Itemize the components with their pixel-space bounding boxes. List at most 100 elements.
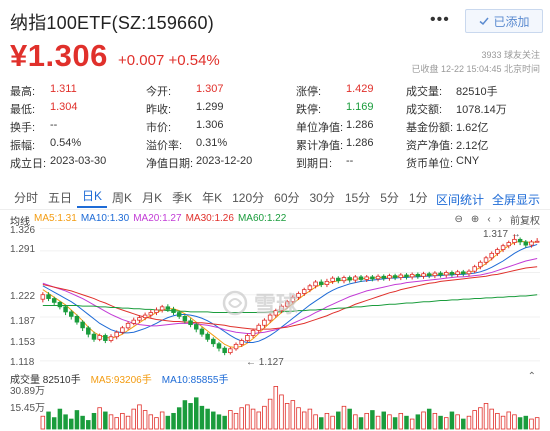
tab-period[interactable]: 日K (77, 187, 108, 208)
zoom-out-icon[interactable]: ⊖ (454, 214, 463, 225)
candle-body (489, 252, 494, 259)
volume-bar (432, 412, 438, 430)
tab-period[interactable]: 分时 (14, 191, 39, 205)
volume-bar (387, 414, 392, 430)
more-icon[interactable]: ••• (430, 11, 450, 28)
candle-body (250, 329, 256, 336)
tab-period[interactable]: 1分 (408, 191, 428, 205)
quote-label: 单位净值: (296, 122, 344, 134)
volume-bar (489, 408, 494, 430)
candle-body (194, 324, 199, 330)
candle-body (171, 308, 176, 313)
tab-period[interactable]: 120分 (232, 191, 265, 205)
ma10-value: MA10:1.30 (80, 213, 130, 224)
added-label: 已添加 (493, 14, 530, 29)
tab-period[interactable]: 60分 (274, 191, 300, 205)
candle-body (534, 240, 540, 243)
candle-body (222, 347, 227, 354)
volume-bar (534, 417, 540, 430)
volume-bar (131, 408, 136, 430)
candle-body (517, 238, 523, 243)
volume-bar (438, 415, 443, 430)
quote-cell: 市价: 1.306 (146, 119, 296, 135)
vol-y-tick: 30.89万 (10, 386, 46, 397)
candle-body (341, 277, 347, 282)
volume-bar (211, 411, 216, 430)
volume-bar (40, 415, 46, 430)
candle-body (370, 276, 375, 280)
candle-body (358, 276, 364, 280)
zoom-in-icon[interactable]: ⊕ (470, 214, 480, 225)
volume-bar (290, 400, 296, 430)
quote-cell: 昨收: 1.299 (146, 101, 296, 117)
candle-body (114, 331, 119, 338)
volume-bar (341, 405, 347, 430)
candle-body (69, 311, 74, 317)
added-button[interactable]: 已添加 (465, 9, 543, 33)
tab-period[interactable]: 月K (142, 191, 163, 205)
candle-body (91, 333, 97, 340)
volume-value: 成交量 82510手 (10, 375, 81, 386)
expand-icon[interactable]: ⌃ (527, 371, 536, 382)
ma-legend: 均线 MA5:1.31 MA10:1.30 MA20:1.27 MA30:1.2… (10, 213, 286, 228)
tab-period[interactable]: 15分 (344, 191, 371, 205)
next-icon[interactable]: › (498, 214, 502, 225)
volume-bar (262, 405, 267, 430)
kline-chart[interactable] (0, 222, 550, 370)
adjust-mode[interactable]: 前复权 (510, 216, 540, 227)
volume-bar (194, 397, 199, 430)
volume-bar (142, 410, 148, 430)
candle-body (404, 274, 409, 278)
quote-cell: 资产净值: 2.12亿 (406, 137, 545, 153)
quote-value: 82510手 (456, 86, 498, 98)
quote-row: 振幅: 0.54% 溢价率: 0.31% 累计净值: 1.286 资产净值: 2.12亿 (10, 136, 545, 154)
quote-row: 换手: -- 市价: 1.306 单位净值: 1.286 基金份额: 1.62亿 (10, 118, 545, 136)
tab-period[interactable]: 五日 (48, 191, 73, 205)
quote-value: 1.306 (196, 119, 224, 131)
tab-period[interactable]: 30分 (309, 191, 335, 205)
tab-period[interactable]: 周K (112, 191, 133, 205)
range-stats-link[interactable]: 区间统计 (435, 193, 484, 207)
candle-body (421, 273, 426, 277)
candle-body (392, 275, 398, 278)
current-price: ¥1.306 (10, 38, 108, 73)
tab-period[interactable]: 季K (172, 191, 193, 205)
ma30-value: MA30:1.26 (185, 213, 234, 224)
follower-count: 3933 球友关注 (481, 50, 540, 60)
volume-bar (57, 408, 63, 430)
quote-label: 溢价率: (146, 140, 183, 152)
candle-body (506, 242, 511, 247)
candle-body (108, 336, 114, 341)
quote-label: 资产净值: (406, 140, 454, 152)
candle-body (188, 320, 193, 326)
candle-body (142, 314, 148, 319)
tab-period[interactable]: 5分 (380, 191, 399, 205)
volume-bar (176, 407, 182, 430)
volume-bar (370, 410, 375, 430)
candle-body (182, 315, 188, 322)
y-tick: 1.291 (10, 244, 36, 255)
quote-value: 1.169 (346, 101, 374, 113)
volume-bar (63, 414, 68, 430)
volume-bar (404, 415, 409, 430)
quote-value: -- (50, 119, 58, 131)
fullscreen-link[interactable]: 全屏显示 (491, 193, 540, 207)
candle-body (438, 272, 443, 276)
volume-bar (426, 408, 432, 430)
volume-bar (154, 417, 159, 430)
quote-value: 0.54% (50, 137, 82, 149)
quote-cell: 换手: -- (10, 119, 146, 135)
vol-ma10: MA10:85855手 (161, 375, 229, 386)
volume-bar (273, 386, 279, 430)
candle-body (40, 294, 46, 300)
volume-bar (336, 411, 341, 430)
volume-bar (233, 412, 239, 430)
candle-body (296, 293, 301, 298)
volume-bar (409, 418, 415, 430)
candle-body (449, 272, 455, 275)
prev-icon[interactable]: ‹ (487, 214, 491, 225)
candle-body (267, 314, 273, 321)
tab-period[interactable]: 年K (202, 191, 223, 205)
quote-label: 昨收: (146, 104, 172, 116)
volume-bar (324, 412, 330, 430)
